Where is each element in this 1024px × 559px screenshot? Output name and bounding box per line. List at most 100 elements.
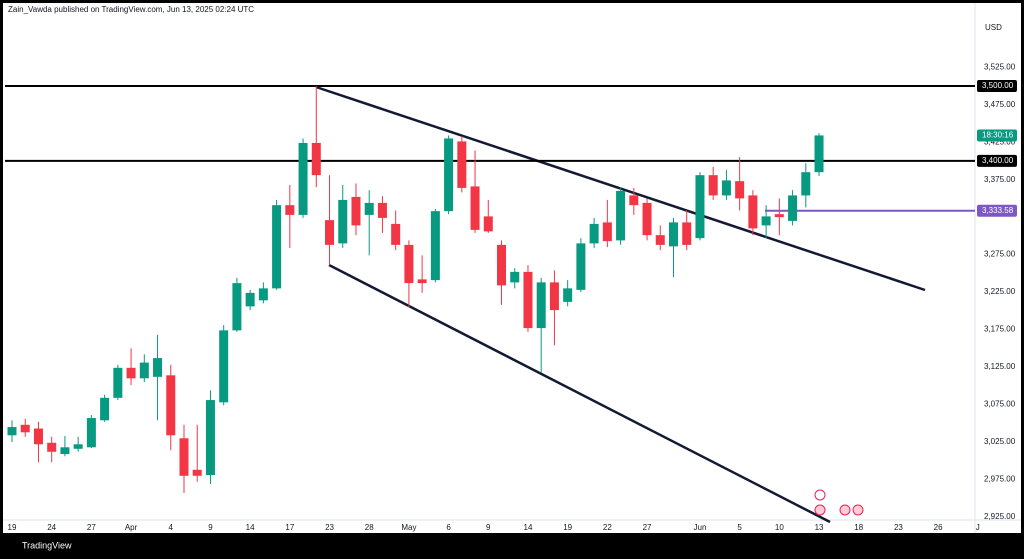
- candle-body: [655, 235, 665, 245]
- candle-body: [404, 244, 414, 284]
- x-tick-label: 13: [815, 523, 824, 532]
- candle-body: [774, 214, 784, 218]
- candle-body: [457, 141, 467, 188]
- candle-body: [430, 211, 440, 281]
- y-tick-label: 3,225.00: [984, 287, 1016, 296]
- candle-body: [444, 138, 454, 212]
- y-tick-label: 3,475.00: [984, 100, 1016, 109]
- candle-body: [126, 367, 136, 379]
- candle-body: [761, 216, 771, 226]
- x-tick-label: 18: [854, 523, 863, 532]
- candle-body: [153, 358, 163, 377]
- x-tick-label: Jun: [694, 523, 707, 532]
- candle-body: [100, 397, 110, 421]
- candle-body: [642, 202, 652, 236]
- candle-body: [417, 279, 427, 284]
- level-label: 3,500.00: [982, 81, 1014, 90]
- candle-body: [536, 282, 546, 329]
- candle-body: [483, 216, 493, 232]
- candle-body: [497, 244, 507, 286]
- candle-body: [669, 222, 678, 247]
- candle-body: [285, 205, 295, 215]
- x-tick-label: 4: [169, 523, 174, 532]
- x-tick-label: 22: [603, 523, 612, 532]
- x-tick-label: 14: [246, 523, 255, 532]
- candle-body: [7, 427, 17, 436]
- candle-body: [258, 288, 268, 301]
- x-tick-label: 27: [643, 523, 652, 532]
- price-marker-label: 3,333.58: [982, 206, 1014, 215]
- candle-body: [589, 223, 599, 244]
- brand: TradingView: [22, 540, 72, 550]
- level-tag: [977, 154, 1017, 167]
- x-tick-label: 23: [325, 523, 334, 532]
- x-tick-label: 19: [8, 523, 17, 532]
- header: Zain_Vawda published on TradingView.com,…: [8, 5, 254, 14]
- candle-body: [311, 142, 321, 176]
- x-tick-label: 19: [563, 523, 572, 532]
- x-tick-label: 9: [208, 523, 213, 532]
- candle-body: [602, 222, 612, 242]
- x-tick-label: 5: [737, 523, 742, 532]
- x-tick-label: 27: [87, 523, 96, 532]
- candle-body: [139, 362, 149, 379]
- candle-body: [338, 199, 348, 244]
- candle-body: [708, 175, 718, 196]
- candle-body: [73, 444, 83, 449]
- candle-body: [166, 375, 176, 436]
- level-tag: [977, 79, 1017, 92]
- countdown-tag: [977, 129, 1017, 142]
- price-marker-tag: [977, 204, 1017, 217]
- trendline: [328, 263, 831, 524]
- chart-background: [3, 3, 1021, 533]
- candle-body: [179, 438, 189, 476]
- y-tick-label: 3,075.00: [984, 400, 1016, 409]
- candle-body: [33, 428, 43, 445]
- candle-body: [682, 222, 692, 245]
- candle-body: [391, 223, 401, 245]
- candle-body: [563, 288, 573, 302]
- x-tick-label: 10: [775, 523, 784, 532]
- y-tick-label: 3,025.00: [984, 437, 1016, 446]
- candle-body: [735, 181, 745, 199]
- candle-body: [788, 195, 798, 221]
- x-tick-label: 17: [285, 523, 294, 532]
- candle-body: [272, 205, 282, 289]
- candle-body: [325, 220, 335, 245]
- candle-body: [629, 195, 639, 206]
- x-tick-label: 9: [486, 523, 491, 532]
- x-tick-label: Apr: [125, 523, 138, 532]
- candle-body: [549, 282, 559, 311]
- candle-body: [192, 469, 202, 476]
- y-tick-label: 3,425.00: [984, 137, 1016, 146]
- candle-body: [470, 186, 480, 230]
- candle-body: [814, 135, 824, 173]
- candle-body: [205, 400, 215, 476]
- candle-body: [801, 172, 811, 196]
- candle-body: [695, 175, 705, 239]
- y-tick-label: 3,275.00: [984, 250, 1016, 259]
- currency: USD: [985, 23, 1002, 32]
- y-tick-label: 2,925.00: [984, 512, 1016, 521]
- x-tick-label: 28: [365, 523, 374, 532]
- candle-body: [47, 442, 57, 452]
- candle-body: [748, 195, 758, 229]
- level-label: 3,400.00: [982, 156, 1014, 165]
- candle-body: [721, 180, 731, 196]
- candle-body: [232, 283, 242, 331]
- y-tick-label: 3,375.00: [984, 175, 1016, 184]
- candle-body: [523, 271, 533, 329]
- y-tick-label: 3,125.00: [984, 362, 1016, 371]
- countdown: 18:30:16: [982, 131, 1014, 140]
- y-tick-label: 3,175.00: [984, 325, 1016, 334]
- x-tick-label: 6: [446, 523, 451, 532]
- y-tick-label: 2,975.00: [984, 475, 1016, 484]
- candle-body: [364, 202, 374, 215]
- y-tick-label: 3,525.00: [984, 62, 1016, 71]
- candle-body: [245, 292, 255, 307]
- x-tick-label: J: [976, 523, 980, 532]
- candle-body: [298, 142, 308, 215]
- candle-body: [86, 418, 96, 448]
- candle-body: [60, 447, 70, 455]
